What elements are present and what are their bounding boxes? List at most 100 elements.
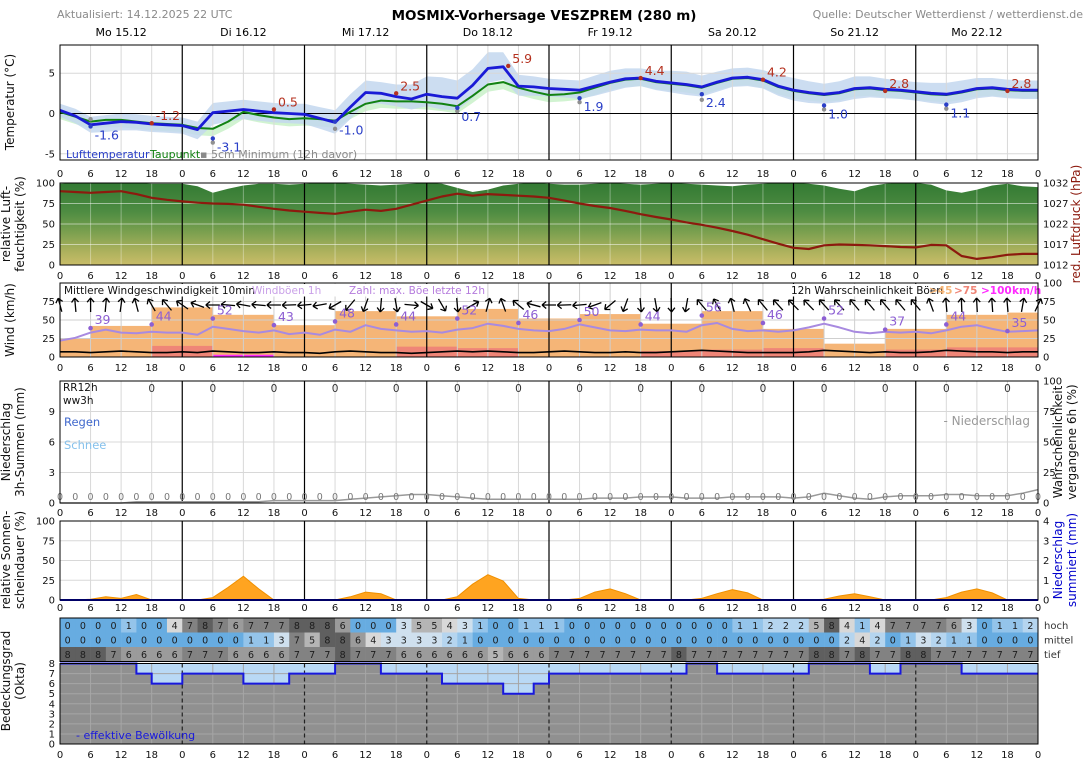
legend-gt45: >45 [929, 285, 952, 297]
okta-cell-hoch [961, 618, 978, 633]
y-tick-label: 0 [49, 109, 55, 120]
xrow-1: 0 6 12 18 0 6 12 18 0 6 12 18 0 6 12 18 0 6 12 18 0 6 12 18 0 6 12… [57, 169, 1041, 180]
legend-niederschlag: - Niederschlag [943, 414, 1030, 428]
max-temp-label: 4.2 [767, 65, 787, 80]
page-title: MOSMIX-Vorhersage VESZPREM (280 m) [391, 8, 697, 24]
okta-value: 0 [722, 621, 728, 632]
wind-direction-arrow [236, 300, 251, 309]
max-temp-dot [149, 120, 154, 126]
okta-value: 8 [309, 621, 315, 632]
x-tick-label: 18 [757, 169, 770, 180]
gust-max-label: 52 [217, 303, 233, 318]
okta-cell-mittel [824, 632, 840, 647]
x-tick-label: 0 [913, 508, 919, 519]
ww3h-value: 0 [729, 492, 735, 503]
max-temp-label: 2.5 [400, 78, 420, 93]
x-tick-label: 18 [879, 271, 892, 282]
rr12h-value: 0 [882, 383, 889, 395]
okta-cell-mittel [610, 632, 626, 647]
okta-value: 0 [508, 621, 514, 632]
okta-value: 7 [645, 650, 651, 661]
okta-value: 0 [370, 621, 376, 632]
ww3h-value: 0 [332, 492, 338, 503]
okta-value: 0 [706, 636, 712, 647]
x-tick-label: 6 [87, 271, 93, 282]
okta-value: 4 [844, 621, 850, 632]
wind-direction-arrow [587, 301, 602, 310]
okta-cell-tief [640, 647, 657, 662]
x-tick-label: 6 [943, 750, 949, 761]
wind-direction-arrow [175, 299, 189, 310]
okta-cell-hoch [976, 618, 993, 633]
okta-value: 0 [1027, 636, 1033, 647]
max-temp-dot [638, 75, 643, 81]
okta-cell-tief [564, 647, 580, 662]
y-tick-label-right: 50 [1043, 316, 1056, 327]
okta-cell-hoch [824, 618, 840, 633]
x-tick-label: 12 [604, 603, 617, 614]
x-tick-label: 6 [576, 169, 582, 180]
ww3h-value: 0 [989, 492, 995, 503]
okta-value: 6 [233, 621, 239, 632]
okta-cell-tief [610, 647, 626, 662]
okta-cell-hoch [1007, 618, 1024, 633]
max-temp-label: 2.8 [1011, 76, 1031, 91]
okta-cell-tief [487, 647, 504, 662]
okta-value: 1 [859, 621, 865, 632]
okta-cell-hoch [686, 618, 703, 633]
axis-title-precipitation: Niederschlag [0, 403, 13, 481]
wind-direction-arrow [541, 301, 556, 309]
okta-value: 8 [676, 650, 682, 661]
rr12h-value: 0 [637, 383, 644, 395]
x-tick-label: 0 [546, 603, 552, 614]
okta-value: 7 [798, 650, 804, 661]
y-tick-label-right: 4 [1043, 517, 1049, 528]
okta-value: 7 [920, 621, 926, 632]
axis-title-precip-sum: summiert (mm) [1065, 513, 1079, 607]
x-tick-label: 0 [179, 363, 185, 374]
okta-cell-hoch [732, 618, 748, 633]
y-tick-label: 6 [49, 437, 55, 448]
wind-direction-arrow [772, 299, 784, 311]
okta-cell-tief [533, 647, 550, 662]
x-tick-label: 0 [1035, 363, 1041, 374]
ww3h-value: 0 [424, 492, 430, 503]
okta-cell-hoch [105, 618, 122, 633]
x-tick-label: 0 [668, 508, 674, 519]
wind-direction-arrow [512, 299, 525, 310]
gust-max-dot [944, 322, 949, 327]
wind-direction-arrow [957, 297, 966, 313]
y-tick-label: 0 [49, 596, 55, 607]
x-tick-label: 6 [454, 603, 460, 614]
min-temp-label: 2.4 [706, 95, 726, 110]
okta-value: 0 [80, 621, 86, 632]
okta-cell-tief [151, 647, 168, 662]
x-tick-label: 18 [757, 363, 770, 374]
okta-value: 1 [538, 621, 544, 632]
okta-cell-hoch [992, 618, 1008, 633]
gust-max-label: 39 [95, 312, 111, 327]
x-tick-label: 6 [943, 363, 949, 374]
panel-border [59, 44, 1039, 161]
y-tick-label: 9 [49, 407, 55, 418]
x-tick-label: 18 [1001, 363, 1014, 374]
day-label: Mo 15.12 [95, 26, 147, 39]
x-tick-label: 6 [87, 169, 93, 180]
ww3h-value: 0 [775, 492, 781, 503]
x-tick-label: 18 [268, 603, 281, 614]
x-tick-label: 18 [145, 271, 158, 282]
okta-value: 7 [202, 650, 208, 661]
panel-border [59, 520, 1039, 601]
okta-cell-tief [442, 647, 458, 662]
panel-wind: Mittlere Windgeschwindigkeit 10minWindbö… [3, 279, 1062, 364]
axis-title-humidity: feuchtigkeit (%) [13, 176, 27, 272]
okta-cell-mittel [243, 632, 259, 647]
ww3h-value: 0 [286, 492, 292, 503]
okta-value: 6 [279, 650, 285, 661]
okta-cell-mittel [915, 632, 932, 647]
okta-cell-mittel [579, 632, 596, 647]
gust-max-dot [149, 322, 154, 327]
okta-cell-mittel [289, 632, 305, 647]
okta-value: 7 [263, 621, 269, 632]
